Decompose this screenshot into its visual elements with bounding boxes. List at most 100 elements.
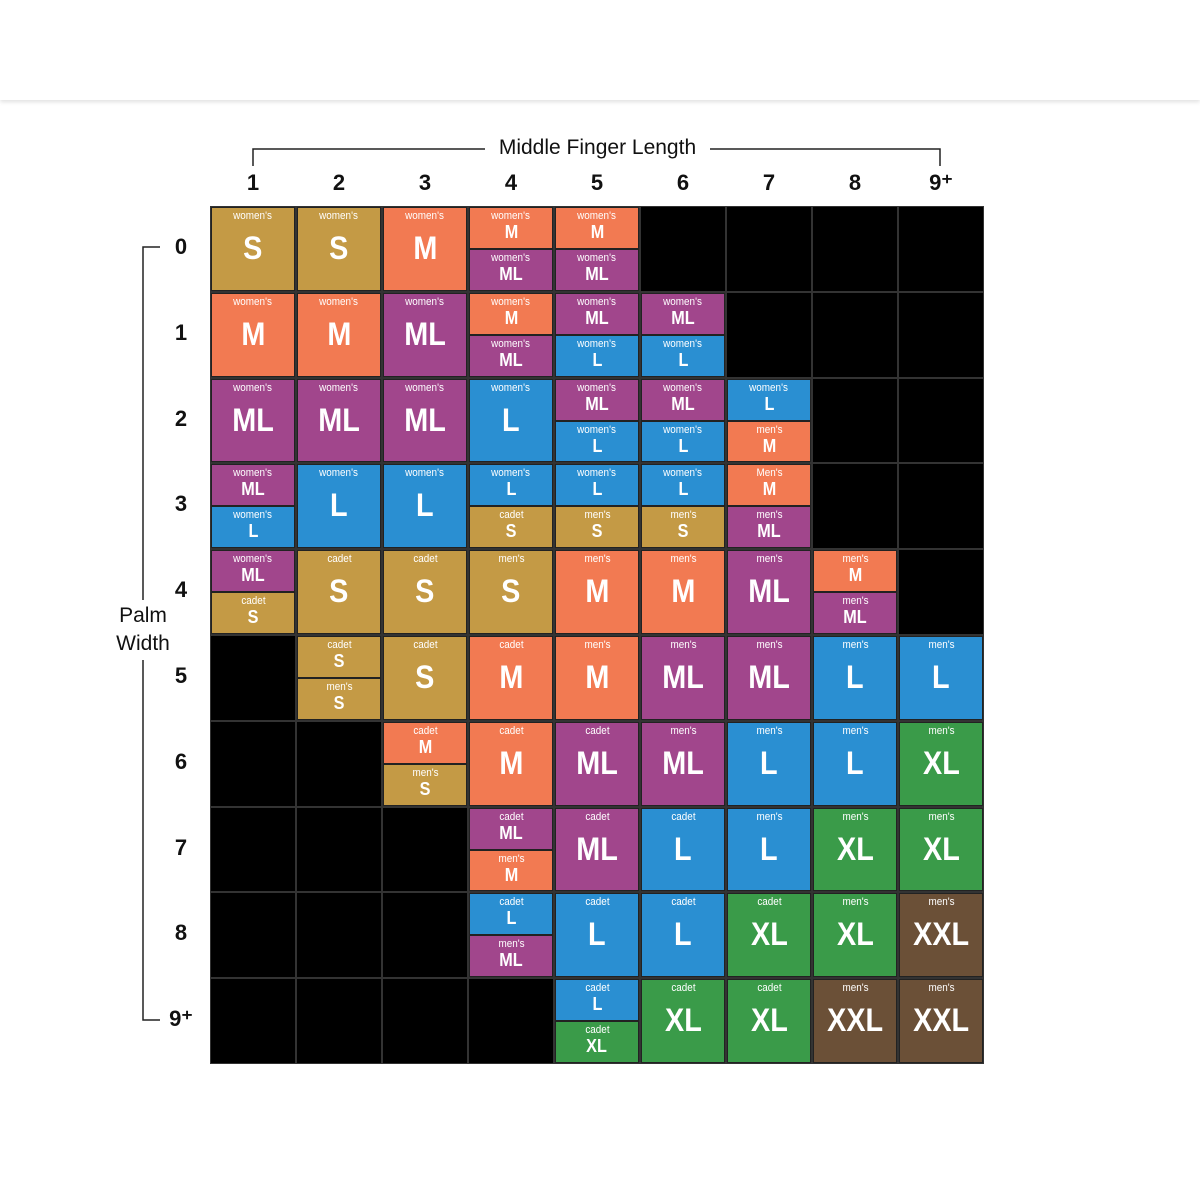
glove-type: women's [405, 295, 445, 308]
size-entry: men's L [899, 636, 983, 720]
size-entry: women's L [641, 334, 725, 377]
glove-type: men's [841, 595, 869, 608]
glove-size: M [590, 222, 604, 242]
column-label: 3 [418, 170, 432, 195]
glove-size: ML [662, 659, 704, 695]
y-title: Palm Width [108, 600, 178, 660]
size-entry: men's XXL [899, 893, 983, 978]
glove-type: men's [927, 810, 955, 823]
size-cell [468, 978, 554, 1064]
glove-type: men's [411, 766, 439, 779]
size-entry: men's S [641, 506, 725, 549]
size-entry: cadet M [469, 721, 553, 806]
size-cell [210, 892, 296, 979]
size-entry: women's L [469, 464, 553, 507]
glove-size: M [499, 744, 523, 781]
x-title: Middle Finger Length [485, 136, 710, 160]
row-label: 3 [174, 491, 188, 517]
size-cell: cadet S [382, 635, 468, 721]
glove-type: women's [233, 381, 273, 394]
size-entry: cadet L [555, 979, 639, 1022]
glove-type: women's [405, 210, 445, 222]
size-entry: men's S [555, 506, 639, 549]
glove-size: ML [576, 744, 618, 781]
size-entry: men's XL [899, 807, 983, 892]
size-entry: women's L [555, 420, 639, 463]
glove-type: women's [577, 467, 617, 480]
size-cell [812, 291, 898, 378]
glove-size: ML [576, 830, 618, 867]
size-entry: men's M [813, 550, 897, 593]
size-entry: women's ML [469, 248, 553, 291]
glove-type: cadet [326, 639, 352, 651]
glove-size: S [329, 230, 349, 266]
size-cell: women's M [382, 206, 468, 292]
size-entry: cadet XL [727, 979, 811, 1063]
column-label: 9⁺ [929, 170, 953, 195]
glove-type: cadet [498, 724, 524, 737]
size-cell: women's S [296, 206, 382, 292]
size-entry: women's L [641, 464, 725, 507]
size-entry: cadet XL [555, 1021, 639, 1063]
glove-size: ML [318, 401, 360, 438]
glove-type: women's [663, 467, 703, 480]
glove-type: cadet [756, 896, 782, 909]
size-cell [382, 806, 468, 893]
size-cell: cadet S [382, 549, 468, 635]
glove-size: L [592, 994, 602, 1015]
glove-type: cadet [584, 982, 610, 995]
size-entry: women's ML [383, 378, 467, 463]
size-cell: men's L [812, 720, 898, 807]
glove-type: women's [577, 210, 617, 222]
glove-size: XL [836, 916, 874, 953]
glove-type: cadet [584, 896, 610, 909]
glove-size: L [764, 393, 774, 414]
size-entry: men's ML [727, 550, 811, 634]
size-cell: women's ML women's L [640, 377, 726, 464]
glove-size: L [846, 744, 864, 781]
size-cell [726, 291, 812, 378]
column-label: 8 [848, 170, 862, 195]
glove-size: ML [585, 393, 609, 414]
size-cell: men's ML [726, 635, 812, 721]
glove-type: women's [233, 295, 273, 308]
glove-type: women's [233, 210, 273, 222]
glove-type: men's [841, 724, 869, 737]
glove-type: women's [577, 295, 617, 308]
size-entry: men's S [297, 677, 381, 720]
row-label: 1 [174, 319, 188, 345]
size-entry: women's S [211, 207, 295, 291]
top-bar [0, 0, 1200, 100]
size-entry: women's M [555, 207, 639, 249]
size-entry: women's L [641, 420, 725, 463]
row-label: 7 [174, 834, 188, 860]
glove-size: XL [750, 916, 788, 953]
glove-type: men's [583, 509, 611, 522]
column-label: 4 [504, 170, 518, 195]
size-entry: women's M [469, 292, 553, 335]
glove-type: women's [405, 381, 445, 394]
size-cell: men's XXL [812, 978, 898, 1064]
glove-type: women's [233, 509, 273, 522]
size-entry: women's ML [211, 550, 295, 593]
size-entry: men's XL [813, 807, 897, 892]
size-entry: cadet S [383, 636, 467, 720]
size-entry: women's ML [641, 378, 725, 421]
size-cell: men's XL [812, 892, 898, 979]
size-cell [382, 978, 468, 1064]
glove-size: M [848, 565, 862, 586]
size-cell [898, 549, 984, 635]
size-entry: men's XXL [899, 979, 983, 1063]
size-entry: men's ML [641, 636, 725, 720]
glove-type: women's [577, 337, 617, 350]
size-cell: women's ML [382, 377, 468, 464]
size-entry: men's ML [469, 935, 553, 978]
row-label: 8 [174, 920, 188, 946]
size-cell: women's ML [382, 291, 468, 378]
size-entry: men's M [555, 636, 639, 720]
size-cell: cadet L [640, 806, 726, 893]
